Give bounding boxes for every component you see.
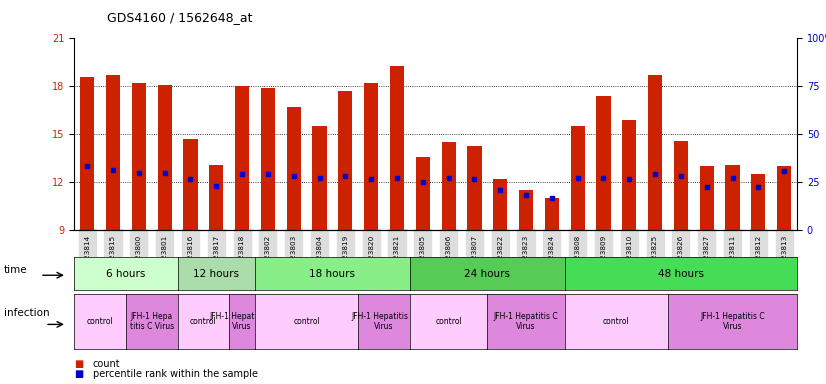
Text: JFH-1 Hepatitis C
Virus: JFH-1 Hepatitis C Virus <box>700 312 765 331</box>
Text: JFH-1 Hepatitis C
Virus: JFH-1 Hepatitis C Virus <box>352 312 416 331</box>
Text: ■: ■ <box>74 369 83 379</box>
Text: ■: ■ <box>74 359 83 369</box>
Bar <box>339 91 353 230</box>
Text: GDS4160 / 1562648_at: GDS4160 / 1562648_at <box>107 12 253 25</box>
Bar <box>622 120 636 230</box>
Bar <box>752 174 766 230</box>
Text: 48 hours: 48 hours <box>658 268 704 279</box>
Bar <box>364 83 378 230</box>
Text: 18 hours: 18 hours <box>310 268 355 279</box>
Bar <box>415 157 430 230</box>
Bar <box>468 146 482 230</box>
Bar <box>493 179 507 230</box>
Text: JFH-1 Hepa
titis C Virus: JFH-1 Hepa titis C Virus <box>130 312 174 331</box>
Bar <box>390 66 404 230</box>
Bar <box>183 139 197 230</box>
Bar <box>571 126 585 230</box>
Text: control: control <box>603 317 629 326</box>
Text: control: control <box>87 317 113 326</box>
Bar <box>132 83 146 230</box>
Text: time: time <box>3 265 27 275</box>
Text: percentile rank within the sample: percentile rank within the sample <box>93 369 258 379</box>
Bar <box>700 166 714 230</box>
Bar <box>209 165 223 230</box>
Bar <box>235 86 249 230</box>
Bar <box>725 165 739 230</box>
Text: control: control <box>293 317 320 326</box>
Bar <box>674 141 688 230</box>
Text: 24 hours: 24 hours <box>464 268 510 279</box>
Text: count: count <box>93 359 120 369</box>
Bar <box>648 75 662 230</box>
Text: 6 hours: 6 hours <box>107 268 145 279</box>
Bar <box>287 107 301 230</box>
Text: 12 hours: 12 hours <box>193 268 240 279</box>
Bar <box>261 88 275 230</box>
Bar <box>312 126 326 230</box>
Bar <box>519 190 533 230</box>
Text: control: control <box>435 317 462 326</box>
Text: control: control <box>190 317 216 326</box>
Bar <box>442 142 456 230</box>
Bar <box>80 77 94 230</box>
Bar <box>777 166 791 230</box>
Bar <box>106 75 120 230</box>
Text: JFH-1 Hepatitis C
Virus: JFH-1 Hepatitis C Virus <box>210 312 274 331</box>
Bar <box>158 85 172 230</box>
Bar <box>545 199 559 230</box>
Bar <box>596 96 610 230</box>
Text: JFH-1 Hepatitis C
Virus: JFH-1 Hepatitis C Virus <box>494 312 558 331</box>
Text: infection: infection <box>3 308 50 318</box>
